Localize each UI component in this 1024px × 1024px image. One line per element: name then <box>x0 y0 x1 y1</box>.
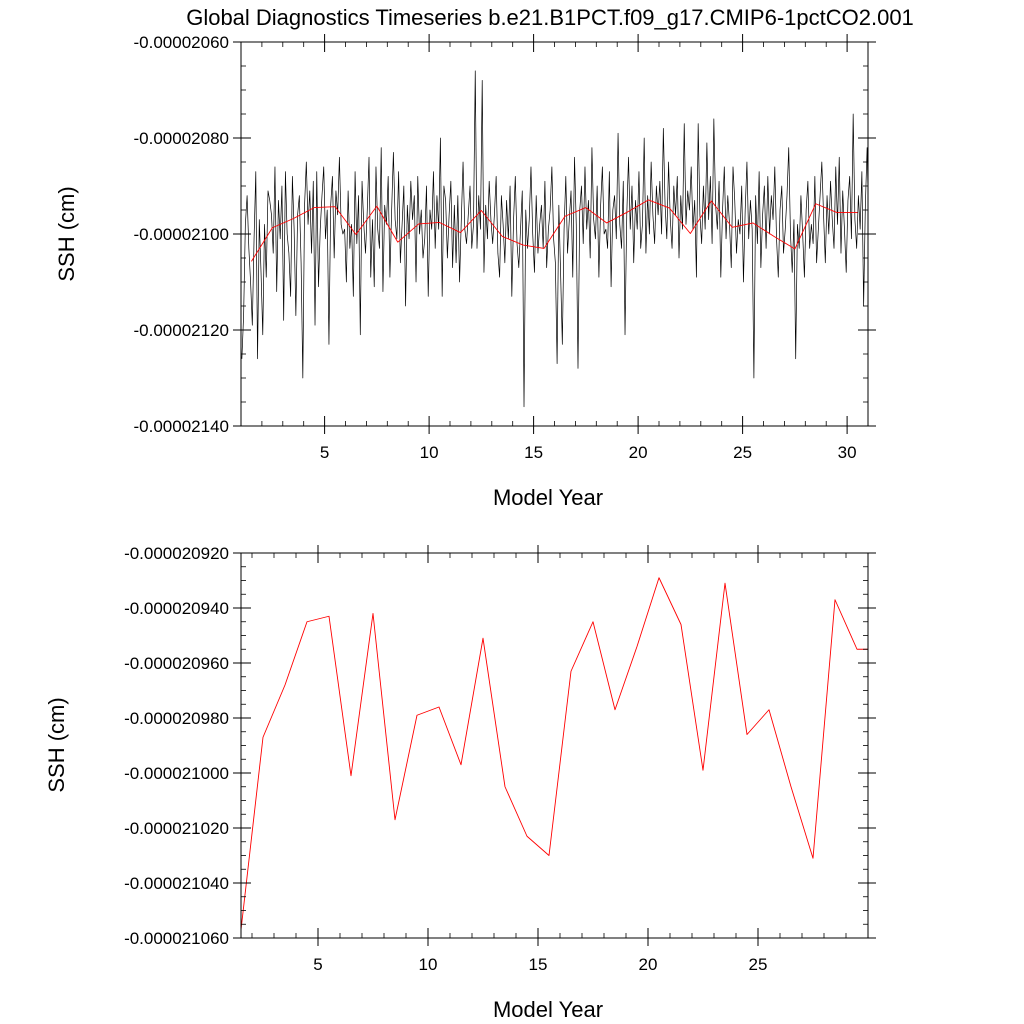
x-tick-label: 25 <box>749 955 768 974</box>
y-tick-label: -0.000020980 <box>124 709 229 728</box>
monthly-series-line <box>241 70 868 408</box>
panel-top-tick-labels: 5 10 15 20 25 30 -0.00002060 -0.00002080 -0.0000… <box>134 33 857 462</box>
panel-top: 5 10 15 20 25 30 -0.00002060 -0.00002080 -0.0000… <box>54 33 876 510</box>
x-tick-label: 10 <box>420 443 439 462</box>
panel-bottom-tick-labels: 5 10 15 20 25 -0.000020920 -0.000020940 -0.0000… <box>124 544 767 974</box>
x-tick-label: 10 <box>419 955 438 974</box>
panel-bottom-xlabel: Model Year <box>493 997 603 1022</box>
y-tick-label: -0.000020960 <box>124 654 229 673</box>
x-tick-label: 20 <box>629 443 648 462</box>
annual-series-line <box>251 199 858 262</box>
y-tick-label: -0.000020920 <box>124 544 229 563</box>
y-tick-label: -0.00002140 <box>134 417 229 436</box>
y-tick-label: -0.00002100 <box>134 225 229 244</box>
figure-title: Global Diagnostics Timeseries b.e21.B1PC… <box>186 5 914 30</box>
y-tick-label: -0.000021020 <box>124 819 229 838</box>
y-tick-label: -0.000021000 <box>124 764 229 783</box>
x-tick-label: 5 <box>313 955 322 974</box>
panel-bottom: 5 10 15 20 25 -0.000020920 -0.000020940 -0.0000… <box>44 544 876 1022</box>
x-tick-label: 15 <box>524 443 543 462</box>
panel-top-xlabel: Model Year <box>493 485 603 510</box>
y-tick-label: -0.000021060 <box>124 929 229 948</box>
y-tick-label: -0.00002120 <box>134 321 229 340</box>
x-tick-label: 5 <box>320 443 329 462</box>
x-tick-label: 30 <box>838 443 857 462</box>
x-tick-label: 25 <box>733 443 752 462</box>
panel-bottom-ticks <box>233 545 876 946</box>
x-tick-label: 15 <box>529 955 548 974</box>
annual-series-line <box>241 577 868 930</box>
y-tick-label: -0.00002060 <box>134 33 229 52</box>
x-tick-label: 20 <box>639 955 658 974</box>
y-tick-label: -0.000021040 <box>124 874 229 893</box>
panel-top-ylabel: SSH (cm) <box>54 186 79 281</box>
panel-top-series <box>241 70 868 408</box>
y-tick-label: -0.00002080 <box>134 129 229 148</box>
panel-bottom-frame <box>240 552 869 939</box>
panel-top-ticks <box>233 34 876 434</box>
y-tick-label: -0.000020940 <box>124 599 229 618</box>
panel-bottom-series <box>241 577 868 930</box>
panel-bottom-ylabel: SSH (cm) <box>44 697 69 792</box>
